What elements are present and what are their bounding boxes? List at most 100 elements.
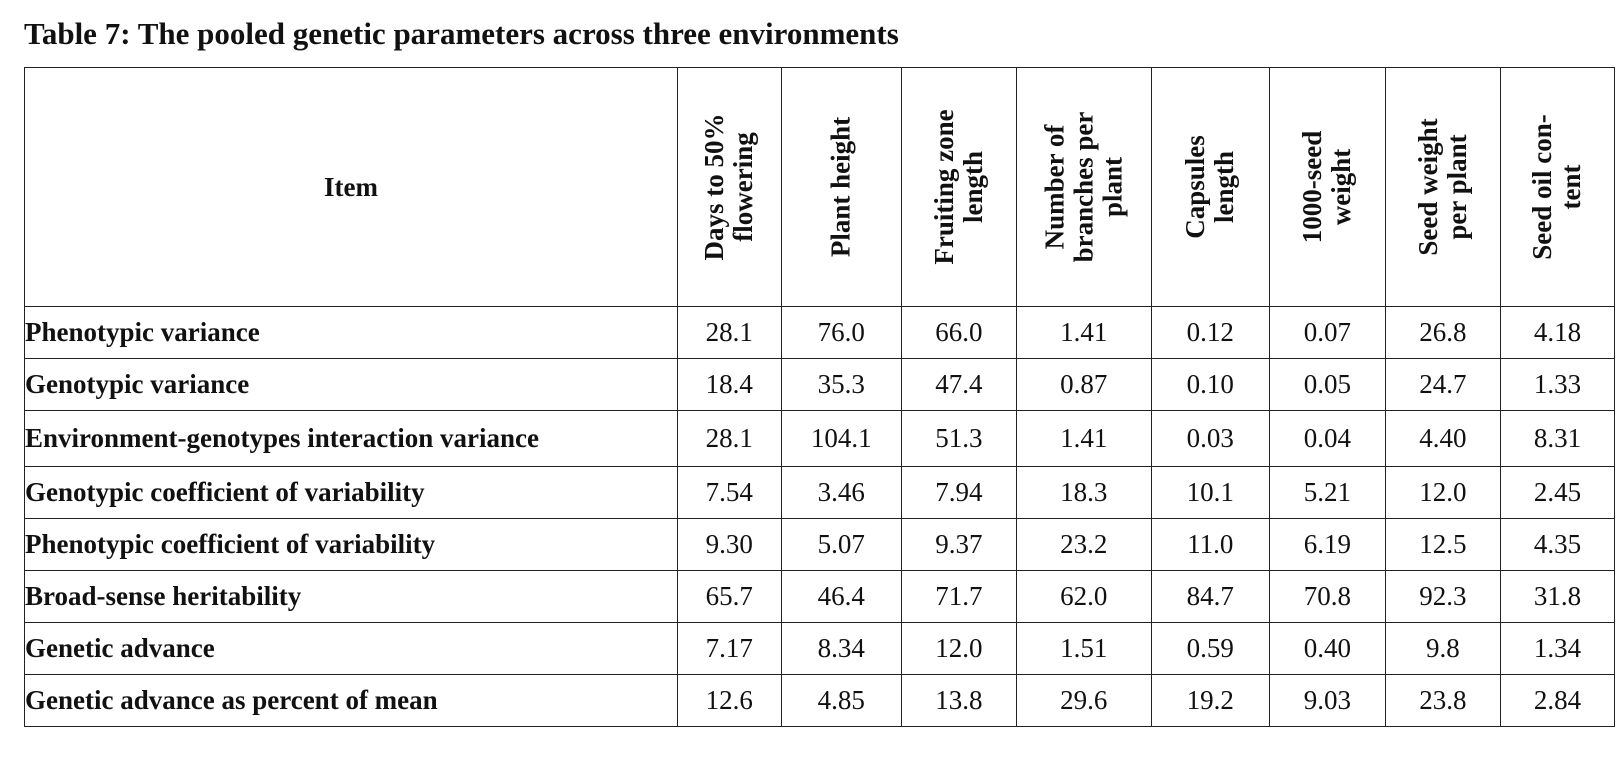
table-cell: 0.07 [1268,306,1386,359]
table-cell: 2.45 [1499,466,1616,519]
column-header: Fruiting zone length [900,67,1017,307]
row-label: Genetic advance [24,622,678,675]
column-header: 1000-seed weight [1268,67,1386,307]
row-label: Phenotypic coefficient of variability [24,518,678,571]
row-label: Genotypic variance [24,358,678,411]
table-cell: 71.7 [900,570,1017,623]
table-cell: 9.30 [676,518,782,571]
table-cell: 0.12 [1150,306,1270,359]
table-cell: 26.8 [1384,306,1501,359]
table-row: Environment-genotypes interaction varian… [24,410,1616,467]
column-header-label: Plant height [825,116,856,258]
table-cell: 3.46 [780,466,902,519]
table-cell: 62.0 [1015,570,1152,623]
column-header-label: 1000-seed weight [1297,130,1357,244]
table-cell: 0.05 [1268,358,1386,411]
table-row: Genetic advance as percent of mean 12.6 … [24,674,1616,727]
table-cell: 104.1 [780,410,902,467]
table-cell: 28.1 [676,410,782,467]
table-cell: 4.40 [1384,410,1501,467]
table-cell: 12.6 [676,674,782,727]
column-header: Capsules length [1150,67,1270,307]
table-cell: 46.4 [780,570,902,623]
table-cell: 7.94 [900,466,1017,519]
table-cell: 19.2 [1150,674,1270,727]
table-cell: 2.84 [1499,674,1616,727]
table-caption: Table 7: The pooled genetic parameters a… [24,16,899,51]
table-cell: 13.8 [900,674,1017,727]
table-cell: 9.37 [900,518,1017,571]
table-row: Genetic advance 7.17 8.34 12.0 1.51 0.59… [24,622,1616,675]
table-cell: 31.8 [1499,570,1616,623]
table-cell: 11.0 [1150,518,1270,571]
table-cell: 7.17 [676,622,782,675]
table-cell: 0.87 [1015,358,1152,411]
table-cell: 1.41 [1015,410,1152,467]
column-header: Days to 50% flowering [676,67,782,307]
table-cell: 0.03 [1150,410,1270,467]
table-cell: 4.18 [1499,306,1616,359]
column-header-label: Seed oil con- tent [1527,114,1587,260]
table-row: Genotypic coefficient of variability 7.5… [24,466,1616,519]
table-cell: 66.0 [900,306,1017,359]
table-row: Phenotypic variance 28.1 76.0 66.0 1.41 … [24,306,1616,359]
column-header: Seed oil con- tent [1499,67,1616,307]
row-label: Phenotypic variance [24,306,678,359]
table-cell: 24.7 [1384,358,1501,411]
column-header-label: Fruiting zone length [928,109,988,265]
table-cell: 92.3 [1384,570,1501,623]
table-cell: 18.4 [676,358,782,411]
table-cell: 65.7 [676,570,782,623]
column-header-label: Capsules length [1180,135,1240,239]
table-row: Phenotypic coefficient of variability 9.… [24,518,1616,571]
table-cell: 9.03 [1268,674,1386,727]
table-cell: 4.35 [1499,518,1616,571]
column-header: Number of branches per plant [1015,67,1152,307]
table-cell: 5.07 [780,518,902,571]
column-header-label: Number of branches per plant [1039,111,1128,263]
table-cell: 12.5 [1384,518,1501,571]
table-cell: 23.8 [1384,674,1501,727]
table-cell: 7.54 [676,466,782,519]
table-cell: 1.51 [1015,622,1152,675]
table-cell: 29.6 [1015,674,1152,727]
header-row: Item Days to 50% flowering Plant height … [24,67,1616,307]
table-cell: 9.8 [1384,622,1501,675]
table-cell: 47.4 [900,358,1017,411]
table-cell: 6.19 [1268,518,1386,571]
table-cell: 10.1 [1150,466,1270,519]
table-cell: 35.3 [780,358,902,411]
table-cell: 70.8 [1268,570,1386,623]
table-cell: 12.0 [900,622,1017,675]
table-cell: 23.2 [1015,518,1152,571]
table-cell: 4.85 [780,674,902,727]
table-row: Broad-sense heritability 65.7 46.4 71.7 … [24,570,1616,623]
table-cell: 5.21 [1268,466,1386,519]
table-cell: 12.0 [1384,466,1501,519]
table-cell: 1.33 [1499,358,1616,411]
table-cell: 28.1 [676,306,782,359]
table-cell: 0.40 [1268,622,1386,675]
genetic-parameters-table: Item Days to 50% flowering Plant height … [24,67,1616,727]
row-label: Genetic advance as percent of mean [24,674,678,727]
column-header: Plant height [780,67,902,307]
table-cell: 0.04 [1268,410,1386,467]
column-header-label: Seed weight per plant [1412,118,1472,256]
table-cell: 84.7 [1150,570,1270,623]
table-row: Genotypic variance 18.4 35.3 47.4 0.87 0… [24,358,1616,411]
column-header-label: Days to 50% flowering [699,113,759,261]
table-cell: 1.41 [1015,306,1152,359]
table-cell: 0.59 [1150,622,1270,675]
table-cell: 76.0 [780,306,902,359]
row-label: Genotypic coefficient of variability [24,466,678,519]
row-label: Environment-genotypes interaction varian… [24,410,678,467]
row-label: Broad-sense heritability [24,570,678,623]
table-cell: 8.34 [780,622,902,675]
table-cell: 51.3 [900,410,1017,467]
table-cell: 1.34 [1499,622,1616,675]
table-cell: 8.31 [1499,410,1616,467]
table-cell: 18.3 [1015,466,1152,519]
table-cell: 0.10 [1150,358,1270,411]
column-header: Seed weight per plant [1384,67,1501,307]
item-column-header: Item [24,67,678,307]
